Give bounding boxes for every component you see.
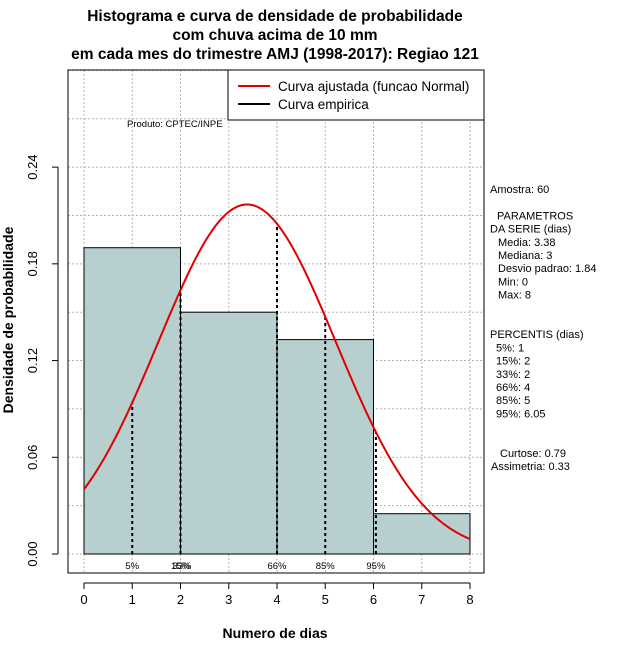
chart-title-line-1: Histograma e curva de densidade de proba… — [87, 8, 463, 25]
stats-line: Curtose: 0.79 — [500, 448, 566, 460]
percentile-lines-layer: 5% 15%33% 66% 85% 95% — [125, 223, 386, 572]
histogram-bar — [180, 311, 278, 555]
percentile-label: 15% — [171, 561, 191, 572]
stats-line: 5%: 1 — [496, 342, 524, 354]
x-tick-label: 8 — [466, 592, 473, 607]
percentile-label: 66% — [267, 561, 287, 572]
x-tick-label: 0 — [80, 592, 87, 607]
x-axis-title: Numero de dias — [222, 625, 327, 641]
y-tick-label: 0.24 — [25, 154, 40, 179]
x-tick-label: 1 — [129, 592, 136, 607]
y-tick-label: 0.06 — [25, 445, 40, 470]
percentile-label: 5% — [125, 561, 139, 572]
stats-line: 33%: 2 — [496, 369, 530, 381]
percentile-label: 33% — [172, 561, 192, 572]
percentile-label: 85% — [316, 561, 336, 572]
x-tick-label: 7 — [418, 592, 425, 607]
stats-line: PARAMETROS — [497, 210, 573, 222]
x-tick-label: 2 — [177, 592, 184, 607]
stats-line: Max: 8 — [498, 290, 531, 302]
y-axis-title: Densidade de probabilidade — [0, 226, 16, 413]
chart-title-line-3: em cada mes do trimestre AMJ (1998-2017)… — [71, 46, 479, 63]
x-tick-label: 3 — [225, 592, 232, 607]
stats-line: 95%: 6.05 — [496, 408, 546, 420]
stats-line: 66%: 4 — [496, 382, 530, 394]
y-tick-label: 0.12 — [25, 348, 40, 373]
stats-line: Desvio padrao: 1.84 — [498, 263, 596, 275]
legend-label-fitted-curve: Curva ajustada (funcao Normal) — [278, 79, 469, 94]
percentile-label: 95% — [366, 561, 386, 572]
x-tick-label: 4 — [273, 592, 280, 607]
x-tick-label: 6 — [370, 592, 377, 607]
stats-line: 85%: 5 — [496, 395, 530, 407]
chart-title-line-2: com chuva acima de 10 mm — [172, 27, 377, 44]
histogram-bar — [276, 339, 374, 555]
stats-line: PERCENTIS (dias) — [490, 329, 584, 341]
stats-line: Mediana: 3 — [498, 250, 552, 262]
y-tick-label: 0.00 — [25, 541, 40, 566]
bars-layer — [83, 247, 471, 555]
stats-line: Min: 0 — [498, 276, 528, 288]
fitted-normal-curve — [83, 203, 471, 540]
curve-layer — [83, 203, 471, 540]
stats-line: Assimetria: 0.33 — [491, 461, 570, 473]
stats-line: Media: 3.38 — [498, 237, 555, 249]
y-tick-label: 0.18 — [25, 251, 40, 276]
product-annotation: Produto: CPTEC/INPE — [127, 119, 223, 130]
axes-layer: 0 1 2 3 4 5 6 7 8 0.00 0.06 0.12 0.18 0.24 — [25, 154, 474, 607]
legend-box — [227, 69, 485, 121]
stats-line: DA SERIE (dias) — [490, 224, 571, 236]
stats-line: 15%: 2 — [496, 356, 530, 368]
legend: Curva ajustada (funcao Normal) Curva emp… — [227, 69, 485, 121]
legend-label-empirical-curve: Curva empirica — [278, 97, 369, 112]
stats-line: Amostra: 60 — [490, 184, 549, 196]
histogram-bar — [373, 513, 471, 555]
x-tick-label: 5 — [322, 592, 329, 607]
